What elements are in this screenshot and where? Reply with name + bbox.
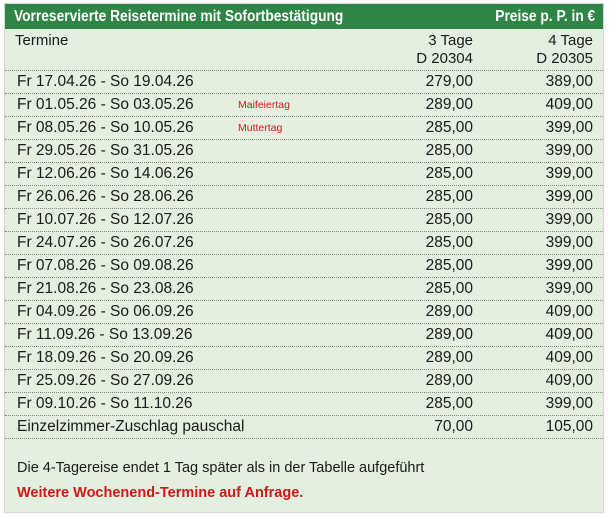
- row-date: Fr 08.05.26 - So 10.05.26: [17, 119, 194, 136]
- row-price-3-tage: 70,00: [434, 418, 473, 435]
- row-price-4-tage: 399,00: [545, 142, 593, 159]
- row-date: Fr 11.09.26 - So 13.09.26: [17, 326, 193, 343]
- row-price-3-tage: 285,00: [425, 395, 473, 412]
- row-price-4-tage: 409,00: [545, 372, 593, 389]
- row-date: Fr 18.09.26 - So 20.09.26: [17, 349, 194, 366]
- row-price-4-tage: 399,00: [545, 234, 593, 251]
- row-price-4-tage: 409,00: [545, 96, 593, 113]
- row-price-4-tage: 399,00: [545, 395, 593, 412]
- row-date: Fr 07.08.26 - So 09.08.26: [17, 257, 194, 274]
- row-date: Fr 04.09.26 - So 06.09.26: [17, 303, 194, 320]
- row-price-3-tage: 285,00: [425, 257, 473, 274]
- row-price-3-tage: 289,00: [425, 326, 473, 343]
- table-row: Fr 24.07.26 - So 26.07.26 285,00 399,00: [5, 231, 603, 254]
- column-header-4-tage-code: D 20305: [536, 50, 593, 67]
- table-row: Fr 04.09.26 - So 06.09.26 289,00 409,00: [5, 300, 603, 323]
- table-row: Fr 10.07.26 - So 12.07.26 285,00 399,00: [5, 208, 603, 231]
- row-price-3-tage: 289,00: [425, 303, 473, 320]
- row-date: Fr 26.06.26 - So 28.06.26: [17, 188, 194, 205]
- table-row: Fr 26.06.26 - So 28.06.26 285,00 399,00: [5, 185, 603, 208]
- column-header: Termine 3 Tage D 20304 4 Tage D 20305: [5, 30, 603, 70]
- table-row: Fr 25.09.26 - So 27.09.26 289,00 409,00: [5, 369, 603, 392]
- table-row: Fr 17.04.26 - So 19.04.26 279,00 389,00: [5, 70, 603, 93]
- footnote: Die 4-Tagereise endet 1 Tag später als i…: [17, 460, 425, 476]
- row-price-4-tage: 389,00: [545, 73, 593, 90]
- row-price-3-tage: 285,00: [425, 234, 473, 251]
- request-note: Weitere Wochenend-Termine auf Anfrage.: [17, 485, 304, 501]
- table-row: Fr 29.05.26 - So 31.05.26 285,00 399,00: [5, 139, 603, 162]
- table-row: Einzelzimmer-Zuschlag pauschal 70,00 105,0…: [5, 415, 603, 438]
- row-price-3-tage: 285,00: [425, 280, 473, 297]
- row-price-3-tage: 289,00: [425, 372, 473, 389]
- column-header-3-tage-duration: 3 Tage: [428, 32, 473, 49]
- row-date: Fr 21.08.26 - So 23.08.26: [17, 280, 194, 297]
- row-date: Fr 29.05.26 - So 31.05.26: [17, 142, 194, 159]
- table-row: Fr 09.10.26 - So 11.10.26 285,00 399,00: [5, 392, 603, 415]
- row-holiday-note: Muttertag: [238, 122, 283, 134]
- title-banner: Vorreservierte Reisetermine mit Sofortbe…: [5, 4, 603, 29]
- row-price-3-tage: 285,00: [425, 119, 473, 136]
- row-price-4-tage: 409,00: [545, 326, 593, 343]
- row-price-4-tage: 399,00: [545, 188, 593, 205]
- row-price-3-tage: 285,00: [425, 142, 473, 159]
- table-row: Fr 01.05.26 - So 03.05.26 Maifeiertag 289,…: [5, 93, 603, 116]
- row-date: Fr 09.10.26 - So 11.10.26: [17, 395, 193, 412]
- table-row: Fr 08.05.26 - So 10.05.26 Muttertag 285,00…: [5, 116, 603, 139]
- table-bottom-divider: [5, 438, 603, 439]
- row-price-4-tage: 399,00: [545, 280, 593, 297]
- row-date: Fr 10.07.26 - So 12.07.26: [17, 211, 194, 228]
- table-row: Fr 12.06.26 - So 14.06.26 285,00 399,00: [5, 162, 603, 185]
- row-price-4-tage: 399,00: [545, 165, 593, 182]
- row-price-4-tage: 399,00: [545, 119, 593, 136]
- row-date: Fr 25.09.26 - So 27.09.26: [17, 372, 194, 389]
- column-header-3-tage: 3 Tage D 20304: [416, 32, 473, 68]
- table-row: Fr 21.08.26 - So 23.08.26 285,00 399,00: [5, 277, 603, 300]
- row-price-3-tage: 279,00: [425, 73, 473, 90]
- row-price-4-tage: 409,00: [545, 349, 593, 366]
- row-price-4-tage: 399,00: [545, 257, 593, 274]
- row-date: Fr 12.06.26 - So 14.06.26: [17, 165, 194, 182]
- row-price-3-tage: 289,00: [425, 96, 473, 113]
- price-table-panel: Vorreservierte Reisetermine mit Sofortbe…: [4, 3, 604, 513]
- table-row: Fr 18.09.26 - So 20.09.26 289,00 409,00: [5, 346, 603, 369]
- row-date: Einzelzimmer-Zuschlag pauschal: [17, 418, 245, 435]
- column-header-3-tage-code: D 20304: [416, 50, 473, 67]
- row-date: Fr 24.07.26 - So 26.07.26: [17, 234, 194, 251]
- row-price-4-tage: 409,00: [545, 303, 593, 320]
- table-title: Vorreservierte Reisetermine mit Sofortbe…: [14, 8, 344, 25]
- row-holiday-note: Maifeiertag: [238, 99, 290, 111]
- price-note: Preise p. P. in €: [495, 8, 595, 25]
- row-date: Fr 01.05.26 - So 03.05.26: [17, 96, 194, 113]
- row-price-4-tage: 105,00: [545, 418, 593, 435]
- table-row: Fr 07.08.26 - So 09.08.26 285,00 399,00: [5, 254, 603, 277]
- row-price-3-tage: 285,00: [425, 188, 473, 205]
- row-price-4-tage: 399,00: [545, 211, 593, 228]
- row-price-3-tage: 285,00: [425, 211, 473, 228]
- row-date: Fr 17.04.26 - So 19.04.26: [17, 73, 194, 90]
- column-header-termine: Termine: [15, 32, 69, 49]
- row-price-3-tage: 289,00: [425, 349, 473, 366]
- row-price-3-tage: 285,00: [425, 165, 473, 182]
- column-header-4-tage-duration: 4 Tage: [548, 32, 593, 49]
- table-row: Fr 11.09.26 - So 13.09.26 289,00 409,00: [5, 323, 603, 346]
- column-header-4-tage: 4 Tage D 20305: [536, 32, 593, 68]
